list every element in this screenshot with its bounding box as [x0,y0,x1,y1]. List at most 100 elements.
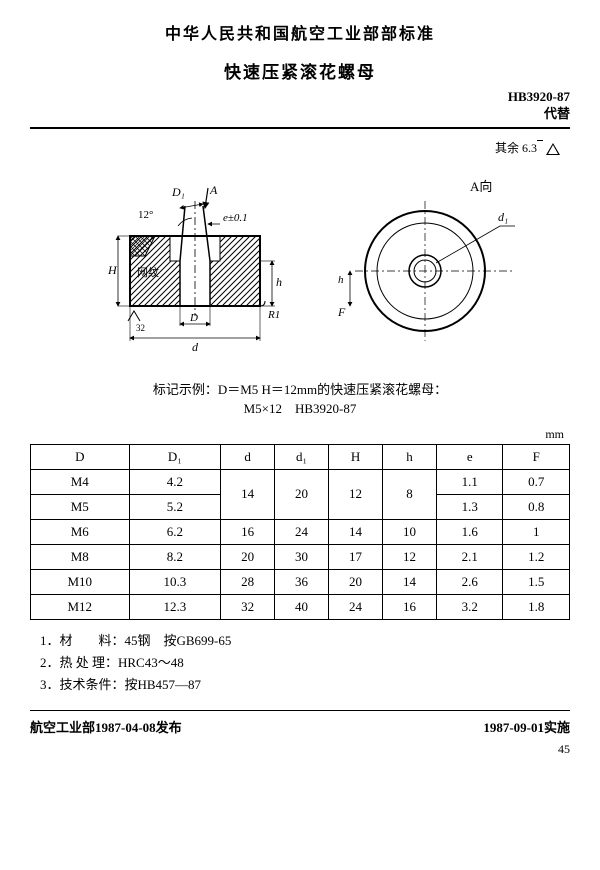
cell: 17 [329,544,383,569]
roughness-value: 6.3 [522,141,537,155]
org-header: 中华人民共和国航空工业部部标准 [30,20,570,44]
cell: 14 [383,569,437,594]
cell: 1.1 [436,469,503,494]
bottom-rule [30,710,570,711]
cell: 40 [275,594,329,619]
th-D: D [31,444,130,469]
doc-title: 快速压紧滚花螺母 [30,58,570,83]
th-d1: d₁ [275,444,329,469]
cell: M10 [31,569,130,594]
cell: 2.6 [436,569,503,594]
th-D1: D₁ [129,444,221,469]
lbl-knurl: 网纹 [137,265,159,279]
cell: M8 [31,544,130,569]
unit-label: mm [30,427,564,442]
caption-line1: 标记示例：D＝M5 H＝12mm的快速压紧滚花螺母： [153,382,447,397]
table-row: M10 10.3 28 36 20 14 2.6 1.5 [31,569,570,594]
footer-row: 航空工业部1987-04-08发布 1987-09-01实施 [30,717,570,736]
lbl-Aview: A向 [470,179,492,194]
cell: 14 [221,469,275,519]
note-2: 2．热 处 理：HRC43～48 [40,652,570,674]
lbl-d: d [192,340,199,354]
lbl-rough: 32 [136,323,145,333]
cell: 14 [329,519,383,544]
note-1: 1．材 料：45钢 按GB699-65 [40,630,570,652]
cell: 0.7 [503,469,570,494]
cell: 20 [221,544,275,569]
cell: 20 [329,569,383,594]
table-row: M6 6.2 16 24 14 10 1.6 1 [31,519,570,544]
replace-label: 代替 [544,106,570,121]
cell: 8 [383,469,437,519]
cell: 3.2 [436,594,503,619]
top-rule [30,127,570,129]
cell: M6 [31,519,130,544]
cell: 6.2 [129,519,221,544]
cell: 8.2 [129,544,221,569]
section-view: D₁ A 12° e±0.1 网纹 H h R1 d D 32 [80,166,310,366]
th-F: F [503,444,570,469]
cell: M12 [31,594,130,619]
cell: 36 [275,569,329,594]
cell: 1.2 [503,544,570,569]
lbl-D1: D₁ [171,185,185,199]
cell: 1.6 [436,519,503,544]
caption-line2: M5×12 HB3920-87 [244,401,357,416]
cell: 0.8 [503,494,570,519]
figure-row: D₁ A 12° e±0.1 网纹 H h R1 d D 32 [30,166,570,366]
cell: 10.3 [129,569,221,594]
lbl-D: D [189,312,198,324]
lbl-d1: d₁ [498,210,508,224]
effective-date: 1987-09-01实施 [483,717,570,736]
code-number: HB3920-87 [508,89,570,104]
cell: 24 [275,519,329,544]
cell: 16 [383,594,437,619]
surface-finish: 其余 6.3 [30,139,560,156]
spec-table: D D₁ d d₁ H h e F M4 4.2 14 20 12 8 1.1 … [30,444,570,620]
a-view: A向 d₁ F h [330,171,520,361]
rest-label: 其余 [495,141,519,155]
lbl-F: F [337,305,346,319]
page-number: 45 [30,742,570,757]
cell: 10 [383,519,437,544]
cell: 1.3 [436,494,503,519]
lbl-h: h [276,275,282,289]
cell: 4.2 [129,469,221,494]
lbl-R1: R1 [267,309,280,321]
cell: 1 [503,519,570,544]
lbl-e: e±0.1 [223,212,248,224]
cell: M5 [31,494,130,519]
cell: 1.5 [503,569,570,594]
th-H: H [329,444,383,469]
cell: M4 [31,469,130,494]
lbl-H: H [107,263,118,277]
lbl-A: A [209,183,218,197]
cell: 5.2 [129,494,221,519]
table-row: M12 12.3 32 40 24 16 3.2 1.8 [31,594,570,619]
cell: 12.3 [129,594,221,619]
cell: 12 [383,544,437,569]
standard-code: HB3920-87 代替 [30,89,570,123]
cell: 1.8 [503,594,570,619]
cell: 24 [329,594,383,619]
table-row: M4 4.2 14 20 12 8 1.1 0.7 [31,469,570,494]
marking-example: 标记示例：D＝M5 H＝12mm的快速压紧滚花螺母： M5×12 HB3920-… [30,380,570,419]
table-header-row: D D₁ d d₁ H h e F [31,444,570,469]
cell: 12 [329,469,383,519]
table-row: M8 8.2 20 30 17 12 2.1 1.2 [31,544,570,569]
triangle-icon [546,143,560,155]
cell: 28 [221,569,275,594]
th-d: d [221,444,275,469]
th-h: h [383,444,437,469]
note-3: 3．技术条件：按HB457—87 [40,674,570,696]
issue-date: 航空工业部1987-04-08发布 [30,717,182,736]
notes-block: 1．材 料：45钢 按GB699-65 2．热 处 理：HRC43～48 3．技… [40,630,570,696]
cell: 30 [275,544,329,569]
lbl-h2: h [338,274,344,286]
cell: 20 [275,469,329,519]
cell: 2.1 [436,544,503,569]
lbl-angle: 12° [138,209,153,221]
cell: 16 [221,519,275,544]
cell: 32 [221,594,275,619]
th-e: e [436,444,503,469]
